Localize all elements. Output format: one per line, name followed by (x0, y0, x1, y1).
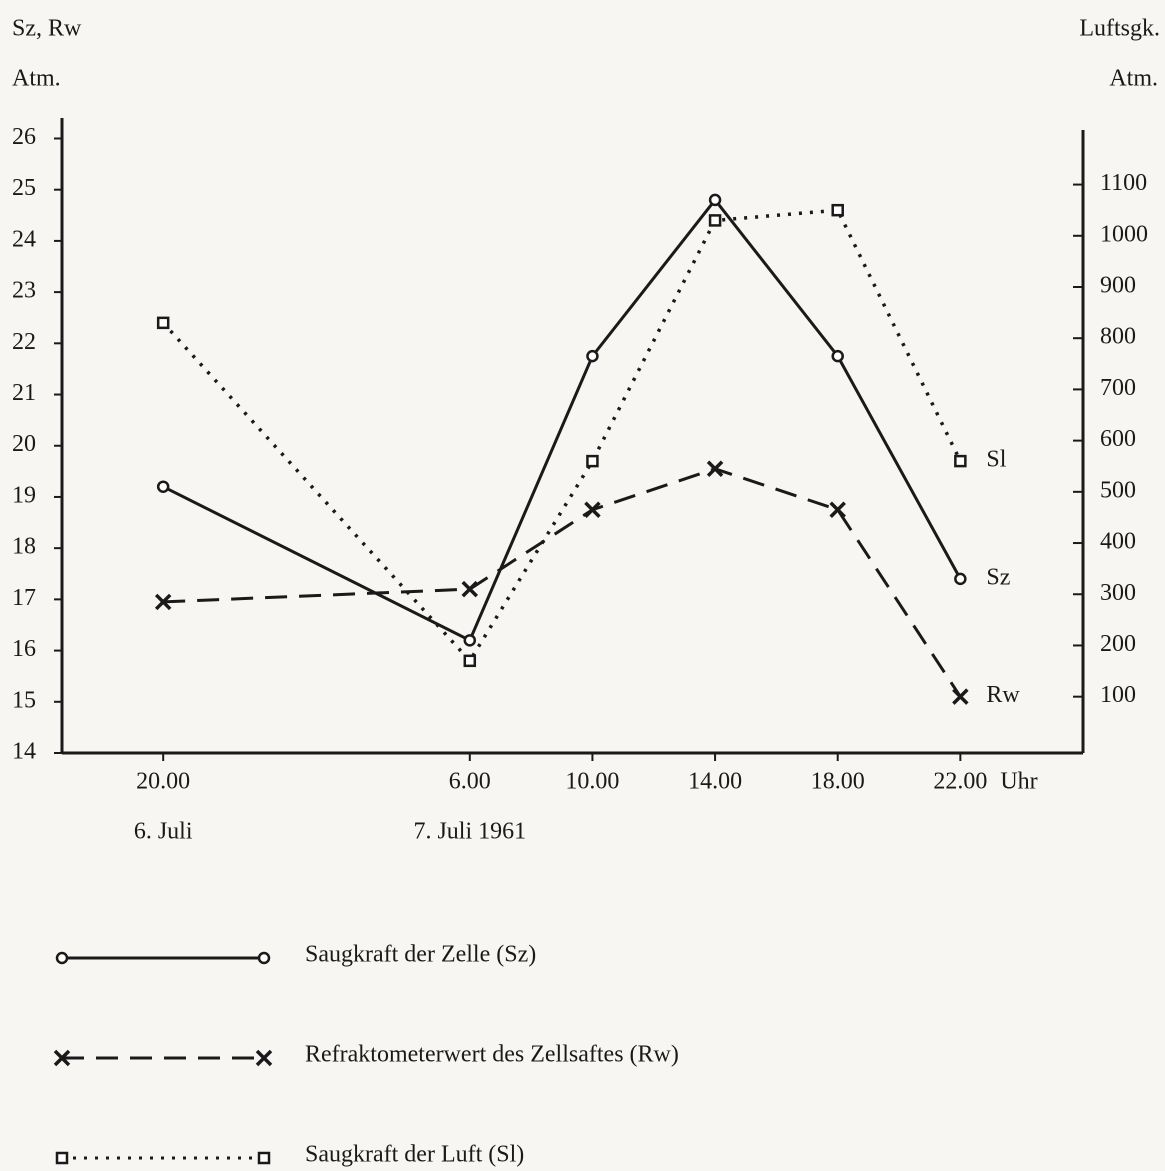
marker (156, 316, 170, 330)
marker (954, 454, 967, 468)
series-end-label: Sl (986, 447, 1006, 473)
x-tick-label: 6.00 (449, 769, 491, 795)
y2-tick-label: 100 (1100, 682, 1136, 708)
marker (463, 654, 477, 668)
y2-tick-label: 1000 (1100, 221, 1148, 247)
y2-tick-label: 500 (1100, 477, 1136, 503)
legend-marker (255, 1049, 273, 1067)
marker (831, 203, 844, 217)
series-line (162, 197, 962, 643)
legend-label: Saugkraft der Zelle (Sz) (305, 942, 536, 968)
marker (831, 349, 844, 363)
marker (706, 460, 724, 478)
marker (154, 593, 172, 611)
legend-marker (53, 1049, 71, 1067)
marker (586, 349, 599, 363)
y2-tick-label: 600 (1100, 426, 1136, 452)
marker (461, 580, 479, 598)
y-tick-label: 24 (12, 226, 36, 252)
y2-tick-label: 200 (1100, 631, 1136, 657)
y-tick-label: 18 (12, 534, 36, 560)
y-tick-label: 23 (12, 278, 36, 304)
legend-marker (55, 1151, 69, 1165)
x-tick-label: 22.00 (933, 769, 987, 795)
marker (584, 501, 601, 518)
y-tick-label: 17 (12, 585, 36, 611)
x-tick-label: 20.00 (136, 769, 190, 795)
x-tick-label: 18.00 (811, 769, 865, 795)
y-tick-label: 14 (12, 739, 36, 765)
series-end-label: Rw (986, 682, 1020, 708)
x-axis-label: Uhr (1000, 769, 1037, 795)
y-tick-label: 21 (12, 380, 36, 406)
marker (954, 572, 967, 586)
marker (708, 214, 722, 227)
legend-marker (257, 1151, 271, 1165)
date-label: 7. Juli 1961 (413, 819, 526, 845)
y2-tick-label: 700 (1100, 375, 1136, 401)
y-tick-label: 20 (12, 431, 36, 457)
y-tick-label: 26 (12, 124, 36, 150)
y-tick-label: 25 (12, 175, 36, 201)
date-label: 6. Juli (134, 819, 193, 845)
marker (952, 688, 969, 705)
y-tick-label: 16 (12, 636, 36, 662)
y2-tick-label: 800 (1100, 324, 1136, 350)
y2-tick-label: 300 (1100, 580, 1136, 606)
x-tick-label: 14.00 (688, 769, 742, 795)
x-tick-label: 10.00 (565, 769, 619, 795)
y2-axis-label: Luftsgk. (1079, 16, 1160, 42)
marker (708, 193, 722, 207)
y2-axis-unit: Atm. (1109, 66, 1158, 92)
marker (829, 501, 846, 518)
series-line (163, 467, 962, 698)
series-line (161, 208, 962, 664)
legend-marker (257, 951, 271, 965)
series-end-label: Sz (986, 564, 1010, 590)
y2-tick-label: 400 (1100, 529, 1136, 555)
y-axis-label: Sz, Rw (12, 16, 82, 42)
legend-label: Saugkraft der Luft (Sl) (305, 1142, 524, 1168)
y-tick-label: 22 (12, 329, 36, 355)
y2-tick-label: 1100 (1100, 170, 1147, 196)
legend-marker (55, 951, 69, 965)
y-tick-label: 15 (12, 687, 36, 713)
y-tick-label: 19 (12, 482, 36, 508)
marker (463, 634, 477, 647)
marker (586, 454, 599, 468)
y2-tick-label: 900 (1100, 272, 1136, 298)
marker (156, 480, 170, 493)
legend-label: Refraktometerwert des Zellsaftes (Rw) (305, 1042, 679, 1068)
y-axis-unit: Atm. (12, 66, 61, 92)
